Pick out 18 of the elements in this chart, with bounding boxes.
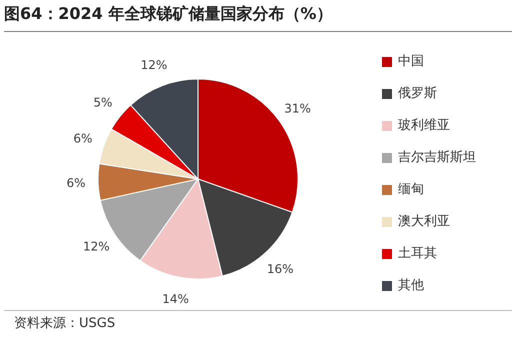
- data-label: 16%: [266, 262, 294, 276]
- legend-label: 中国: [398, 53, 424, 71]
- data-label: 12%: [140, 58, 168, 72]
- legend-label: 土耳其: [398, 245, 437, 263]
- legend-label: 玻利维亚: [398, 117, 450, 135]
- data-label: 12%: [82, 239, 110, 254]
- data-label: 31%: [284, 102, 311, 116]
- text: 资料来源：USGS: [14, 315, 116, 332]
- data-label: 6%: [73, 131, 92, 146]
- data-label: 14%: [162, 292, 189, 306]
- legend-label: 吉尔吉斯斯坦: [398, 149, 476, 167]
- legend-label: 澳大利亚: [398, 213, 450, 231]
- legend-label: 缅甸: [398, 181, 424, 199]
- chart-title: 图64：2024 年全球锑矿储量国家分布（%）: [4, 4, 332, 25]
- legend-label: 俄罗斯: [398, 85, 437, 103]
- data-label: 5%: [93, 96, 112, 110]
- legend-label: 其他: [398, 277, 424, 295]
- data-label: 6%: [66, 176, 86, 190]
